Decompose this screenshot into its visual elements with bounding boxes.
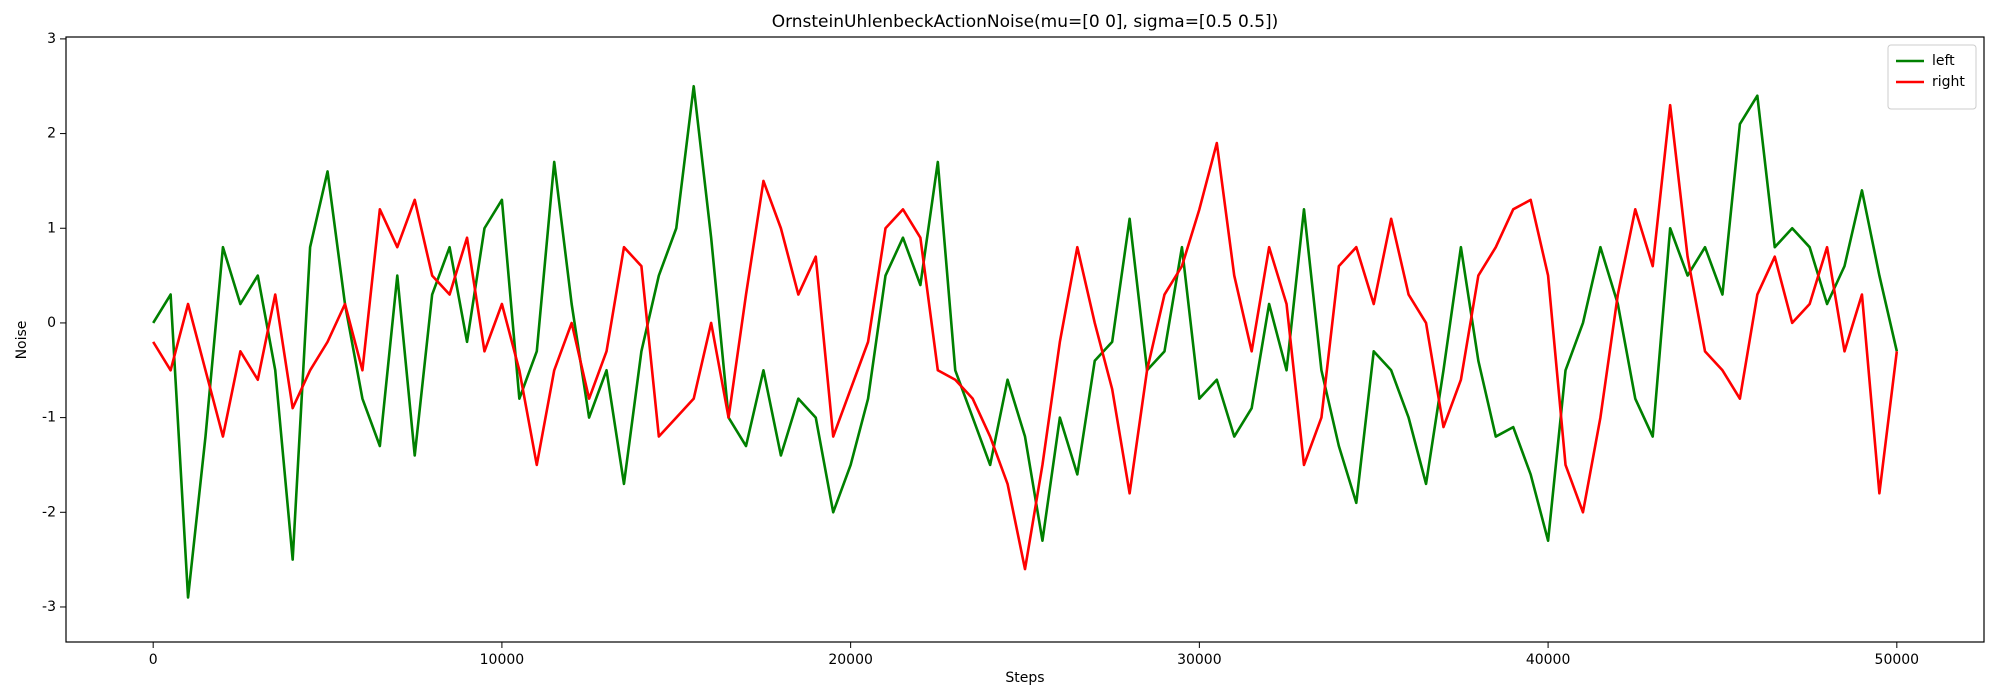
y-axis-label: Noise (14, 321, 30, 360)
legend-label: right (1932, 74, 1965, 90)
x-tick-label: 20000 (828, 652, 873, 668)
x-tick-label: 30000 (1177, 652, 1222, 668)
x-tick-label: 40000 (1526, 652, 1571, 668)
y-tick-label: -1 (42, 410, 56, 426)
x-tick-label: 50000 (1875, 652, 1920, 668)
y-tick-label: 1 (47, 220, 56, 236)
x-tick-label: 0 (149, 652, 158, 668)
data-line (152, 103, 1899, 571)
y-tick-label: 2 (47, 126, 56, 142)
axes-frame (65, 36, 1985, 643)
x-tick-label: 10000 (480, 652, 525, 668)
chart-title: OrnsteinUhlenbeckActionNoise(mu=[0 0], s… (772, 12, 1279, 32)
data-line (152, 84, 1899, 599)
y-tick-label: -3 (42, 599, 56, 615)
y-tick-label: -2 (42, 504, 56, 520)
y-tick-label: 0 (47, 315, 56, 331)
y-tick-label: 3 (47, 31, 56, 47)
legend-label: left (1932, 53, 1955, 69)
x-axis-label: Steps (1005, 670, 1044, 686)
